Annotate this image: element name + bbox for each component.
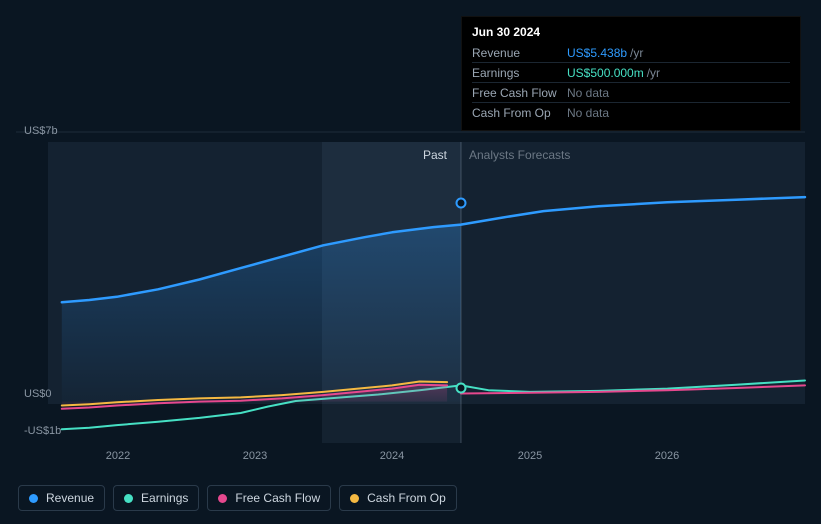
tooltip-row-unit: /yr	[647, 66, 660, 80]
legend-item-revenue[interactable]: Revenue	[18, 485, 105, 511]
region-label-forecast: Analysts Forecasts	[469, 148, 570, 162]
tooltip-row: RevenueUS$5.438b/yr	[472, 43, 790, 62]
legend-label: Earnings	[141, 491, 188, 505]
legend-swatch	[29, 494, 38, 503]
x-axis-tick: 2026	[655, 450, 679, 462]
tooltip-row-label: Earnings	[472, 66, 567, 80]
legend-swatch	[350, 494, 359, 503]
tooltip-row-label: Revenue	[472, 46, 567, 60]
y-axis-label: US$0	[24, 388, 52, 400]
legend-swatch	[124, 494, 133, 503]
tooltip-marker-0	[457, 199, 466, 208]
region-label-past: Past	[423, 148, 447, 162]
x-axis-tick: 2025	[518, 450, 542, 462]
tooltip-row: Cash From OpNo data	[472, 102, 790, 122]
tooltip-row: Free Cash FlowNo data	[472, 82, 790, 102]
legend-label: Revenue	[46, 491, 94, 505]
legend-label: Cash From Op	[367, 491, 446, 505]
x-axis-tick: 2023	[243, 450, 267, 462]
tooltip-row-value: US$500.000m	[567, 66, 644, 80]
legend-item-earnings[interactable]: Earnings	[113, 485, 199, 511]
chart-container: US$7b US$0 -US$1b 2022 2023 2024 2025 2026 Pas…	[0, 0, 821, 524]
legend-label: Free Cash Flow	[235, 491, 320, 505]
legend-item-cash-from-op[interactable]: Cash From Op	[339, 485, 457, 511]
tooltip-row-label: Cash From Op	[472, 106, 567, 120]
x-axis-tick: 2022	[106, 450, 130, 462]
chart-legend: Revenue Earnings Free Cash Flow Cash From O…	[18, 485, 457, 511]
legend-swatch	[218, 494, 227, 503]
x-axis-tick: 2024	[380, 450, 404, 462]
y-axis-label: -US$1b	[24, 425, 61, 437]
tooltip-row-value: US$5.438b	[567, 46, 627, 60]
legend-item-free-cash-flow[interactable]: Free Cash Flow	[207, 485, 331, 511]
tooltip-row-value: No data	[567, 86, 609, 100]
chart-tooltip: Jun 30 2024 RevenueUS$5.438b/yrEarningsU…	[461, 16, 801, 131]
y-axis-label: US$7b	[24, 125, 58, 137]
tooltip-marker-1	[457, 384, 466, 393]
tooltip-title: Jun 30 2024	[472, 25, 790, 39]
tooltip-row-value: No data	[567, 106, 609, 120]
tooltip-row: EarningsUS$500.000m/yr	[472, 62, 790, 82]
tooltip-row-label: Free Cash Flow	[472, 86, 567, 100]
tooltip-row-unit: /yr	[630, 46, 643, 60]
